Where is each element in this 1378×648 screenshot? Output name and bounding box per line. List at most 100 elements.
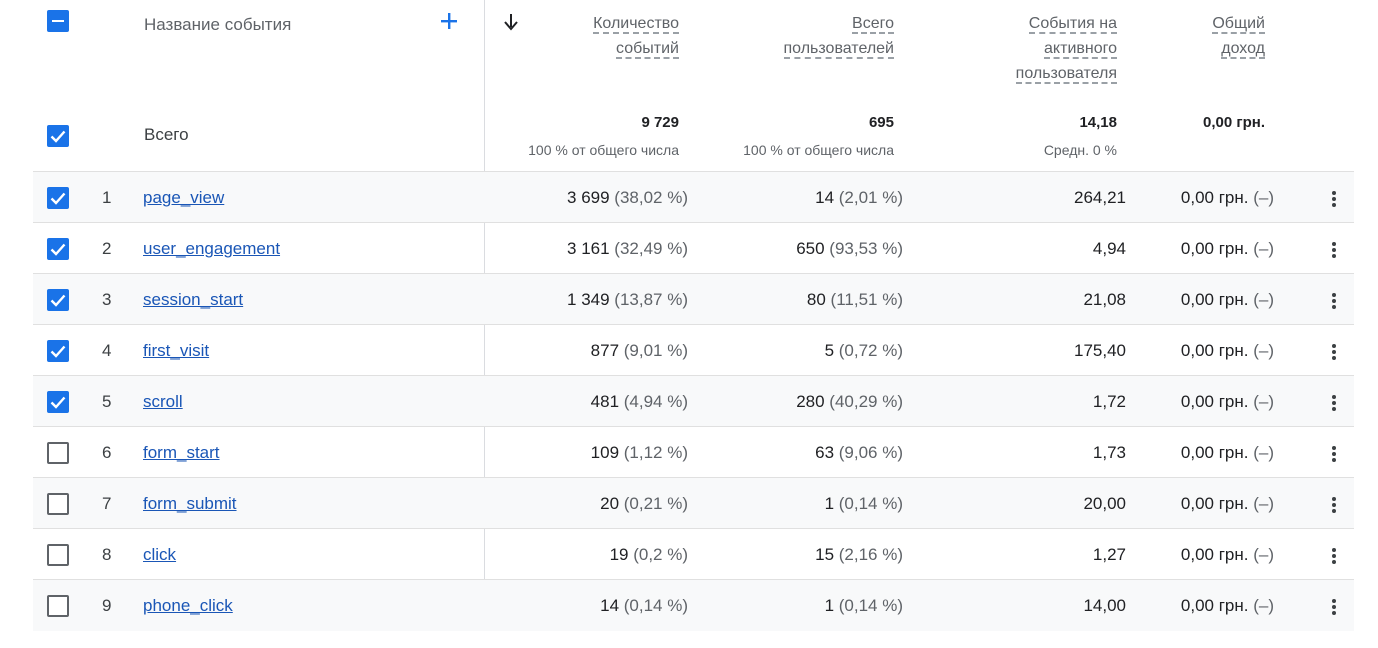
- more-vert-icon[interactable]: [1332, 497, 1336, 515]
- users-count: 1: [824, 596, 839, 615]
- table-row[interactable]: 5 scroll 481 (4,94 %) 280 (40,29 %) 1,72 0,00…: [33, 375, 1354, 427]
- row-index: 9: [102, 596, 112, 615]
- column-header-revenue[interactable]: Общий доход: [1212, 15, 1265, 59]
- users-cell: 1 (0,14 %): [825, 478, 903, 529]
- total-users: 695: [868, 114, 894, 131]
- more-vert-icon[interactable]: [1332, 242, 1336, 260]
- check-icon: [50, 130, 66, 143]
- more-vert-icon[interactable]: [1332, 191, 1336, 209]
- column-header-events-per-user[interactable]: События на активного пользователя: [1015, 15, 1117, 84]
- total-per-user: 14,18: [1079, 114, 1117, 131]
- table-row[interactable]: 6 form_start 109 (1,12 %) 63 (9,06 %) 1,73 0,…: [33, 426, 1354, 478]
- event-count: 877: [590, 341, 624, 360]
- event-count-pct: (1,12 %): [623, 443, 688, 462]
- event-count-cell: 19 (0,2 %): [610, 529, 688, 580]
- event-name: page_view: [143, 188, 225, 207]
- event-name: phone_click: [143, 596, 233, 615]
- event-count: 20: [600, 494, 624, 513]
- table-row[interactable]: 7 form_submit 20 (0,21 %) 1 (0,14 %) 20,00 0,…: [33, 477, 1354, 529]
- users-cell: 80 (11,51 %): [807, 274, 903, 325]
- per-user-cell: 175,40: [1074, 341, 1126, 360]
- users-cell: 63 (9,06 %): [815, 427, 903, 478]
- revenue-value: 0,00 грн.: [1180, 494, 1254, 513]
- event-name-link[interactable]: user_engagement: [143, 223, 280, 274]
- event-name-link[interactable]: scroll: [143, 376, 183, 427]
- event-name-link[interactable]: form_start: [143, 427, 220, 478]
- row-index: 2: [102, 239, 112, 258]
- row-checkbox[interactable]: [47, 289, 69, 311]
- revenue-cell: 0,00 грн. (–): [1181, 529, 1274, 580]
- revenue-cell: 0,00 грн. (–): [1181, 376, 1274, 427]
- indeterminate-icon: [52, 20, 64, 22]
- revenue-value: 0,00 грн.: [1180, 341, 1254, 360]
- row-checkbox[interactable]: [47, 595, 69, 617]
- more-vert-icon[interactable]: [1332, 548, 1336, 566]
- column-header-event-count[interactable]: Количество событий: [593, 15, 679, 59]
- users-count: 650: [796, 239, 830, 258]
- table-row[interactable]: 8 click 19 (0,2 %) 15 (2,16 %) 1,27 0,00 грн.…: [33, 528, 1354, 580]
- more-vert-icon[interactable]: [1332, 599, 1336, 617]
- table-row[interactable]: 9 phone_click 14 (0,14 %) 1 (0,14 %) 14,00 0,…: [33, 579, 1354, 631]
- event-count-cell: 481 (4,94 %): [591, 376, 688, 427]
- event-name: first_visit: [143, 341, 210, 360]
- revenue-value: 0,00 грн.: [1180, 239, 1254, 258]
- per-user-cell: 1,73: [1092, 443, 1126, 462]
- column-header-total-users[interactable]: Всего пользователей: [783, 15, 894, 59]
- event-name-link[interactable]: click: [143, 529, 176, 580]
- total-revenue: 0,00 грн.: [1203, 114, 1265, 131]
- row-checkbox[interactable]: [47, 340, 69, 362]
- more-vert-icon[interactable]: [1332, 446, 1336, 464]
- row-checkbox[interactable]: [47, 493, 69, 515]
- event-name-header[interactable]: Название события: [144, 15, 292, 34]
- revenue-cell: 0,00 грн. (–): [1181, 325, 1274, 376]
- select-all-checkbox[interactable]: [47, 10, 69, 32]
- event-count-cell: 109 (1,12 %): [591, 427, 688, 478]
- event-name-link[interactable]: phone_click: [143, 580, 233, 631]
- event-name-link[interactable]: page_view: [143, 172, 224, 223]
- revenue-value: 0,00 грн.: [1180, 596, 1254, 615]
- total-event-count-sub: 100 % от общего числа: [528, 142, 679, 158]
- table-row[interactable]: 2 user_engagement 3 161 (32,49 %) 650 (93,5…: [33, 222, 1354, 274]
- event-count-pct: (13,87 %): [614, 290, 688, 309]
- table-row[interactable]: 1 page_view 3 699 (38,02 %) 14 (2,01 %) 264,…: [33, 171, 1354, 223]
- row-checkbox[interactable]: [47, 442, 69, 464]
- event-count: 19: [609, 545, 634, 564]
- more-vert-icon[interactable]: [1332, 344, 1336, 362]
- revenue-pct: (–): [1253, 341, 1274, 360]
- event-name-link[interactable]: session_start: [143, 274, 243, 325]
- event-name-link[interactable]: form_submit: [143, 478, 237, 529]
- event-count-cell: 3 699 (38,02 %): [567, 172, 688, 223]
- event-count-pct: (4,94 %): [623, 392, 688, 411]
- row-index: 5: [102, 392, 112, 411]
- event-count: 3 161: [567, 239, 615, 258]
- event-count-cell: 20 (0,21 %): [600, 478, 688, 529]
- event-count: 3 699: [567, 188, 615, 207]
- check-icon: [50, 243, 66, 256]
- users-count: 5: [824, 341, 839, 360]
- table-row[interactable]: 4 first_visit 877 (9,01 %) 5 (0,72 %) 175,40…: [33, 324, 1354, 376]
- event-count-pct: (0,14 %): [623, 596, 688, 615]
- users-count: 280: [796, 392, 830, 411]
- plus-icon[interactable]: [440, 12, 458, 35]
- totals-checkbox[interactable]: [47, 125, 69, 147]
- users-cell: 650 (93,53 %): [796, 223, 903, 274]
- row-checkbox[interactable]: [47, 544, 69, 566]
- arrow-down-icon[interactable]: [503, 13, 519, 36]
- users-pct: (0,14 %): [838, 494, 903, 513]
- more-vert-icon[interactable]: [1332, 293, 1336, 311]
- table-row[interactable]: 3 session_start 1 349 (13,87 %) 80 (11,51 %…: [33, 273, 1354, 325]
- revenue-pct: (–): [1253, 443, 1274, 462]
- row-checkbox[interactable]: [47, 391, 69, 413]
- revenue-value: 0,00 грн.: [1180, 392, 1254, 411]
- row-checkbox[interactable]: [47, 187, 69, 209]
- event-name-link[interactable]: first_visit: [143, 325, 209, 376]
- totals-label: Всего: [144, 125, 189, 144]
- event-count: 481: [590, 392, 624, 411]
- users-cell: 280 (40,29 %): [796, 376, 903, 427]
- revenue-pct: (–): [1253, 188, 1274, 207]
- more-vert-icon[interactable]: [1332, 395, 1336, 413]
- check-icon: [50, 294, 66, 307]
- event-name: form_start: [143, 443, 220, 462]
- row-checkbox[interactable]: [47, 238, 69, 260]
- total-event-count: 9 729: [641, 114, 679, 131]
